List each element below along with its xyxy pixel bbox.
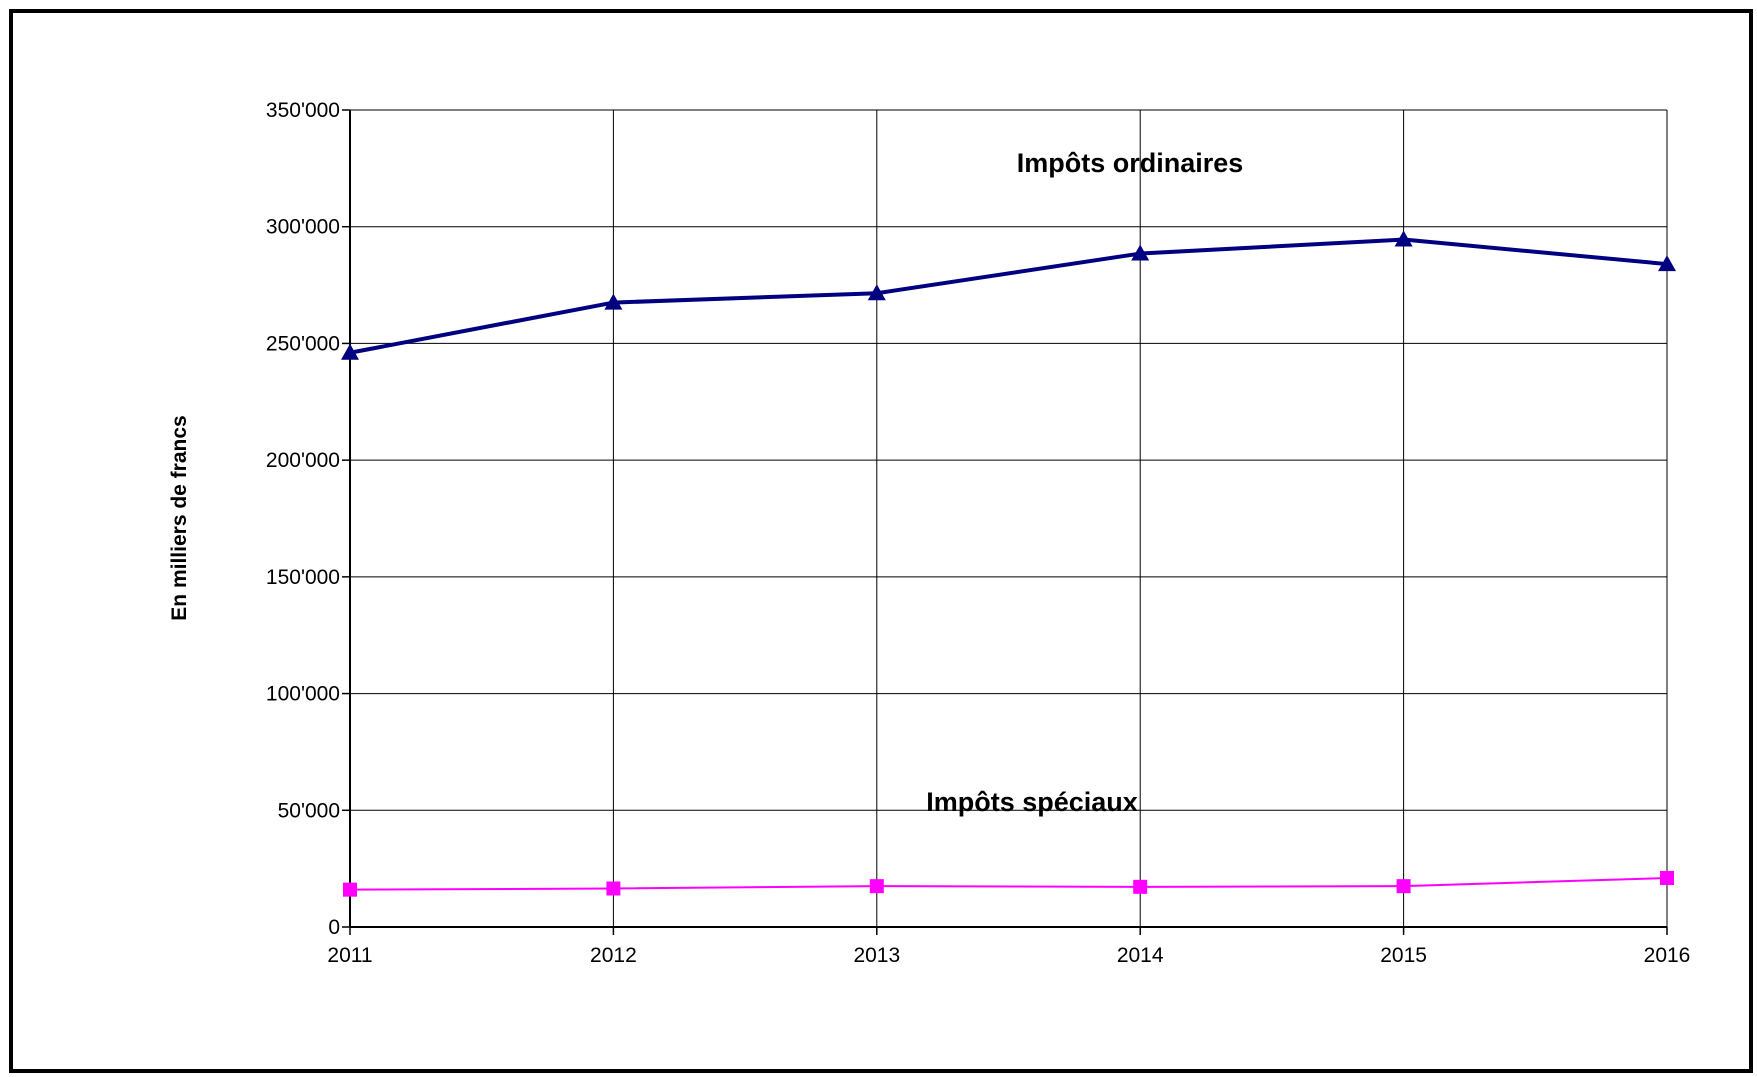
data-point-impots-speciaux [1133, 879, 1148, 894]
y-tick-label: 0 [328, 916, 340, 939]
y-tick-label: 300'000 [266, 216, 340, 239]
x-tick-label: 2014 [1117, 944, 1164, 967]
y-tick-label: 100'000 [266, 683, 340, 706]
x-tick-label: 2015 [1380, 944, 1427, 967]
y-tick-label: 200'000 [266, 449, 340, 472]
x-tick-label: 2016 [1644, 944, 1691, 967]
labels: 0 50'000 100'000 150'000 200'000 250'000 300'0… [266, 99, 1690, 967]
series-label-impots-speciaux: Impôts spéciaux [926, 787, 1138, 817]
x-tick-label: 2011 [327, 944, 372, 967]
data-point-impots-speciaux [869, 879, 884, 894]
y-tick-label: 250'000 [266, 332, 340, 355]
series-line-impots-ordinaires [349, 237, 1668, 355]
data-point-impots-ordinaires [604, 293, 623, 310]
series [341, 230, 1676, 897]
data-point-impots-ordinaires [867, 284, 886, 301]
data-point-impots-speciaux [343, 882, 357, 897]
y-tick-label: 350'000 [266, 99, 340, 122]
data-point-impots-ordinaires [1131, 244, 1150, 261]
y-tick-label: 150'000 [266, 566, 340, 589]
data-point-impots-speciaux [1660, 870, 1674, 885]
x-tick-label: 2012 [590, 944, 637, 967]
y-axis-title: En milliers de francs [168, 415, 191, 620]
data-point-impots-ordinaires [341, 343, 359, 360]
series-line-impots-speciaux [349, 876, 1668, 891]
y-tick-label: 50'000 [278, 799, 340, 822]
chart-frame [9, 9, 1753, 1073]
data-point-impots-speciaux [1396, 879, 1411, 894]
data-point-impots-speciaux [606, 881, 621, 896]
series-label-impots-ordinaires: Impôts ordinaires [1017, 148, 1244, 178]
data-point-impots-ordinaires [1658, 255, 1676, 272]
x-tick-label: 2013 [853, 944, 900, 967]
axes [342, 109, 1668, 935]
data-point-impots-ordinaires [1394, 230, 1413, 247]
